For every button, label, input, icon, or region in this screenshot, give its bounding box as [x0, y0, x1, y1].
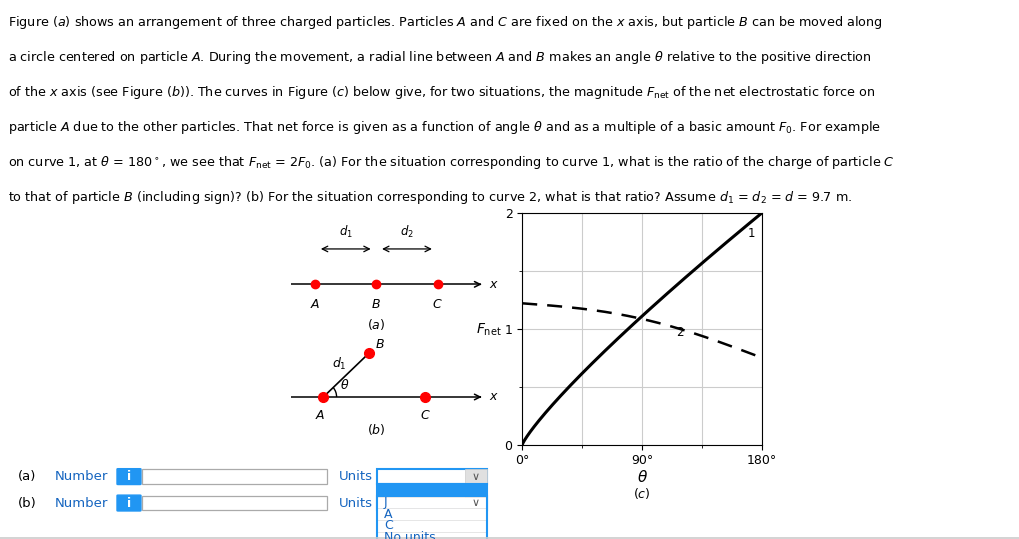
Text: 2: 2	[675, 326, 683, 339]
Text: C: C	[383, 519, 392, 533]
Text: i: i	[126, 470, 130, 483]
Bar	[377, 497, 486, 508]
Text: $B$: $B$	[371, 298, 381, 310]
FancyBboxPatch shape	[117, 469, 141, 485]
Text: $C$: $C$	[432, 298, 442, 310]
Bar	[377, 520, 486, 531]
Text: $B$: $B$	[375, 338, 384, 351]
Text: 1: 1	[747, 227, 754, 240]
Text: $\theta$: $\theta$	[340, 378, 350, 392]
Bar	[377, 469, 486, 484]
Bar	[465, 469, 486, 484]
Text: Units: Units	[338, 470, 373, 483]
Text: to that of particle $B$ (including sign)? (b) For the situation corresponding to: to that of particle $B$ (including sign)…	[8, 189, 852, 205]
Text: Units: Units	[338, 496, 373, 509]
Text: particle $A$ due to the other particles. That net force is given as a function o: particle $A$ due to the other particles.…	[8, 119, 880, 136]
Text: $x$: $x$	[488, 390, 498, 404]
Text: $(a)$: $(a)$	[367, 317, 385, 333]
Bar	[142, 469, 327, 484]
Bar	[142, 496, 327, 510]
Text: A: A	[383, 508, 392, 521]
Text: of the $x$ axis (see Figure $(b)$). The curves in Figure $(c)$ below give, for t: of the $x$ axis (see Figure $(b)$). The …	[8, 84, 874, 101]
Text: (b): (b)	[18, 496, 37, 509]
Bar	[377, 484, 486, 539]
Text: a circle centered on particle $A$. During the movement, a radial line between $A: a circle centered on particle $A$. Durin…	[8, 49, 871, 66]
Text: (a): (a)	[18, 470, 37, 483]
Bar	[377, 508, 486, 520]
Bar	[377, 496, 486, 510]
Text: $d_1$: $d_1$	[331, 355, 345, 371]
Text: Number: Number	[55, 470, 108, 483]
Text: $A$: $A$	[310, 298, 320, 310]
Text: $d_1$: $d_1$	[338, 224, 353, 240]
X-axis label: $\theta$: $\theta$	[636, 469, 647, 485]
Text: No units: No units	[383, 531, 435, 539]
Text: $C$: $C$	[420, 409, 430, 422]
Bar	[377, 484, 486, 497]
Text: Figure $(a)$ shows an arrangement of three charged particles. Particles $A$ and : Figure $(a)$ shows an arrangement of thr…	[8, 15, 881, 31]
Text: $x$: $x$	[488, 278, 498, 291]
FancyBboxPatch shape	[117, 495, 141, 511]
Text: on curve 1, at $\theta$ = 180$^\circ$, we see that $F_{\sf net}$ = 2$F_0$. (a) F: on curve 1, at $\theta$ = 180$^\circ$, w…	[8, 154, 894, 171]
Text: ∨: ∨	[472, 498, 480, 508]
Text: J: J	[383, 496, 387, 509]
Text: ∨: ∨	[472, 472, 480, 482]
Text: Number: Number	[55, 496, 108, 509]
Text: i: i	[126, 496, 130, 509]
Y-axis label: $F_{\sf net}$: $F_{\sf net}$	[475, 322, 501, 338]
Bar	[377, 531, 486, 539]
Text: $A$: $A$	[315, 409, 325, 422]
Text: $(b)$: $(b)$	[367, 422, 385, 437]
Text: $(c)$: $(c)$	[633, 486, 650, 501]
Text: $d_2$: $d_2$	[399, 224, 414, 240]
Bar	[465, 496, 486, 510]
